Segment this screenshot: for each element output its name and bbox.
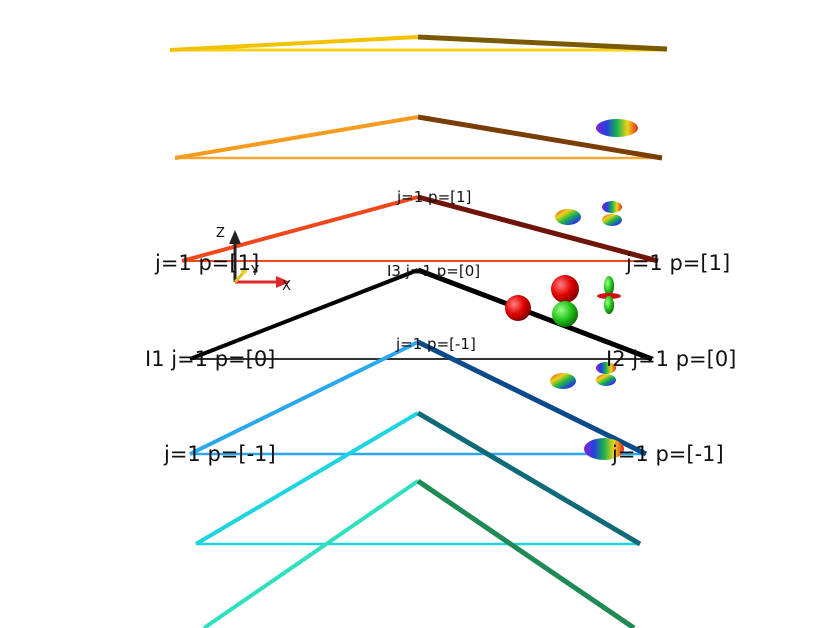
orbital-lobe <box>584 438 624 460</box>
label-bot-right: j=1 p=[-1] <box>611 442 724 466</box>
orbital-lobe <box>550 373 576 389</box>
label-top-center: j=1 p=[1] <box>396 188 471 206</box>
orbital-lobe <box>596 374 616 386</box>
orbital-lobe <box>602 214 622 226</box>
orbital-lobe <box>602 201 622 213</box>
orbital-lobe <box>596 119 638 137</box>
label-mid-right: I2 j=1 p=[0] <box>606 347 736 371</box>
axis-x-label: X <box>282 279 291 294</box>
level-4-triangle <box>189 267 653 362</box>
label-mid-center: I3 j=1 p=[0] <box>387 262 480 280</box>
label-bot-center: j=1 p=[-1] <box>395 335 476 353</box>
orbital-lobe <box>552 301 578 327</box>
level-2-triangle <box>174 114 663 161</box>
orbital-lobe <box>555 209 581 225</box>
label-mid-left: I1 j=1 p=[0] <box>145 347 275 371</box>
level-3-triangle <box>181 194 659 264</box>
level-6-triangle <box>194 410 642 547</box>
label-bot-left: j=1 p=[-1] <box>163 442 276 466</box>
level-1-triangle <box>169 34 668 52</box>
orbital-lobe <box>596 362 616 374</box>
level-5-triangle <box>189 339 648 460</box>
orbital-lobe <box>551 275 579 303</box>
axis-z-label: Z <box>216 226 225 241</box>
label-top-right: j=1 p=[1] <box>625 251 730 275</box>
orbital-lobe <box>505 295 531 321</box>
orbital-lobe <box>604 296 614 314</box>
axis-triad: Z Y X <box>216 226 291 294</box>
label-top-left: j=1 p=[1] <box>154 251 259 275</box>
orbital-lobe <box>604 276 614 296</box>
level-7-triangle <box>202 478 636 628</box>
axis-y-label: Y <box>250 264 259 279</box>
